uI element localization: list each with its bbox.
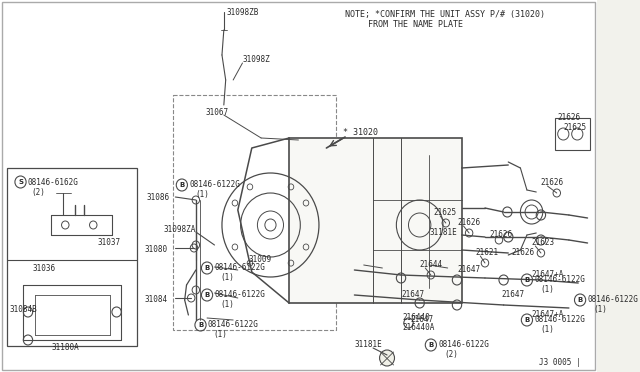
- Text: 21647: 21647: [457, 265, 480, 274]
- Text: (1): (1): [195, 190, 209, 199]
- Text: 216440: 216440: [403, 313, 431, 322]
- Text: (1): (1): [220, 273, 234, 282]
- Text: B: B: [524, 317, 529, 323]
- Text: (2): (2): [444, 350, 458, 359]
- Text: 21647: 21647: [401, 290, 424, 299]
- Text: 08146-6122G: 08146-6122G: [214, 263, 266, 272]
- Bar: [6, 168, 137, 346]
- Text: 08146-6122G: 08146-6122G: [438, 340, 489, 349]
- Text: B: B: [204, 265, 210, 271]
- Text: 21621: 21621: [476, 248, 499, 257]
- Bar: [555, 118, 590, 150]
- Text: 08146-6122G: 08146-6122G: [189, 180, 240, 189]
- Text: 216440A: 216440A: [403, 323, 435, 332]
- Text: * 31020: * 31020: [343, 128, 378, 137]
- Text: (1): (1): [214, 330, 227, 339]
- Text: 31084: 31084: [145, 295, 168, 304]
- Bar: [289, 138, 461, 303]
- Text: 21626: 21626: [557, 113, 581, 122]
- Text: B: B: [428, 342, 433, 348]
- Text: (2): (2): [32, 188, 45, 197]
- Text: 21625: 21625: [434, 208, 457, 217]
- Text: 31181E: 31181E: [355, 340, 382, 349]
- Text: B: B: [179, 182, 184, 188]
- Text: S: S: [18, 179, 23, 185]
- Text: 31098Z: 31098Z: [243, 55, 270, 64]
- Text: 21626: 21626: [541, 178, 564, 187]
- Text: 21647: 21647: [410, 315, 433, 324]
- Text: 21647+A: 21647+A: [532, 310, 564, 319]
- Text: B: B: [577, 297, 582, 303]
- Text: 21644: 21644: [420, 260, 443, 269]
- Text: 31067: 31067: [205, 108, 228, 117]
- Text: 31009: 31009: [248, 255, 271, 264]
- Text: 08146-6122G: 08146-6122G: [588, 295, 639, 304]
- Text: 31080: 31080: [145, 245, 168, 254]
- Text: 31098ZB: 31098ZB: [227, 8, 259, 17]
- Text: J3 0005 |: J3 0005 |: [539, 358, 580, 367]
- Text: (1): (1): [540, 285, 554, 294]
- Bar: [173, 95, 336, 330]
- Text: NOTE; *CONFIRM THE UNIT ASSY P/# (31020): NOTE; *CONFIRM THE UNIT ASSY P/# (31020): [345, 10, 545, 19]
- Text: 08146-6122G: 08146-6122G: [534, 275, 585, 284]
- Text: 08146-6122G: 08146-6122G: [214, 290, 266, 299]
- Text: 08146-6162G: 08146-6162G: [28, 178, 79, 187]
- Text: (1): (1): [220, 300, 234, 309]
- Text: 21647: 21647: [502, 290, 525, 299]
- Text: 21647+A: 21647+A: [532, 270, 564, 279]
- Text: (1): (1): [593, 305, 607, 314]
- Circle shape: [380, 350, 394, 366]
- Text: 31086: 31086: [147, 193, 170, 202]
- Text: 31098ZA: 31098ZA: [163, 225, 196, 234]
- Text: 21623: 21623: [532, 238, 555, 247]
- Text: B: B: [198, 322, 203, 328]
- Text: 08146-6122G: 08146-6122G: [534, 315, 585, 324]
- Text: 31180A: 31180A: [51, 343, 79, 352]
- Text: 31084B: 31084B: [10, 305, 37, 314]
- Text: B: B: [524, 277, 529, 283]
- Text: 31037: 31037: [98, 238, 121, 247]
- Text: 21626: 21626: [511, 248, 534, 257]
- Text: 31181E: 31181E: [429, 228, 457, 237]
- Text: 31036: 31036: [33, 264, 56, 273]
- Text: 21625: 21625: [563, 123, 586, 132]
- Text: (1): (1): [540, 325, 554, 334]
- Text: B: B: [204, 292, 210, 298]
- Text: 21626: 21626: [490, 230, 513, 239]
- Text: FROM THE NAME PLATE: FROM THE NAME PLATE: [369, 20, 463, 29]
- Text: 08146-6122G: 08146-6122G: [208, 320, 259, 329]
- Text: 21626: 21626: [457, 218, 480, 227]
